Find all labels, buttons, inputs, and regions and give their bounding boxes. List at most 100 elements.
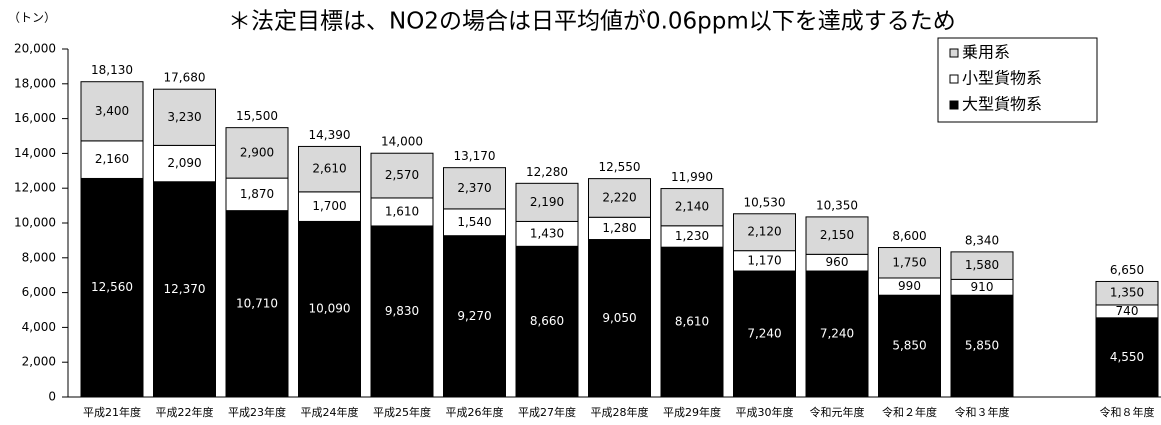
total-label: 10,350	[816, 198, 858, 212]
y-tick-label: 0	[48, 390, 56, 404]
value-label: 2,190	[530, 195, 564, 209]
legend-label: 小型貨物系	[962, 69, 1042, 88]
y-tick-label: 20,000	[14, 42, 56, 56]
value-label: 10,090	[309, 302, 351, 316]
bar-segment	[515, 182, 579, 222]
bar-segment	[443, 235, 506, 398]
bar-segment	[80, 81, 144, 142]
value-label: 8,610	[675, 315, 709, 329]
value-label: 990	[898, 279, 921, 293]
total-label: 18,130	[91, 63, 133, 77]
value-label: 5,850	[965, 339, 999, 353]
bar-segment	[950, 251, 1014, 280]
x-tick-label: 平成30年度	[736, 405, 794, 419]
value-label: 12,370	[164, 282, 206, 296]
value-label: 1,350	[1110, 286, 1144, 300]
total-label: 17,680	[164, 71, 206, 85]
value-label: 1,700	[312, 199, 346, 213]
value-label: 910	[971, 280, 994, 294]
value-label: 1,580	[965, 258, 999, 272]
value-label: 2,160	[95, 152, 129, 166]
value-label: 7,240	[820, 327, 854, 341]
bar-segment	[153, 144, 216, 183]
value-label: 8,660	[530, 314, 564, 328]
bar-segment	[515, 220, 579, 247]
bar-segment	[370, 197, 434, 227]
value-label: 2,610	[312, 162, 346, 176]
value-label: 1,870	[240, 187, 274, 201]
value-label: 1,430	[530, 226, 564, 240]
bar-segment	[153, 88, 216, 146]
bar-segment	[878, 294, 941, 398]
bar-segment	[443, 208, 506, 237]
x-tick-label: 平成24年度	[301, 405, 359, 419]
value-label: 2,120	[747, 225, 781, 239]
value-label: 1,170	[747, 253, 781, 267]
value-label: 1,750	[892, 255, 926, 269]
bar-segment	[950, 294, 1014, 398]
y-tick-label: 2,000	[22, 355, 56, 369]
bar-segment	[588, 239, 651, 398]
value-label: 2,220	[602, 190, 636, 204]
y-tick-label: 10,000	[14, 216, 56, 230]
total-label: 8,340	[965, 233, 999, 247]
y-tick-label: 16,000	[14, 111, 56, 125]
total-label: 11,990	[671, 170, 713, 184]
bar-segment	[80, 177, 144, 398]
value-label: 9,830	[385, 304, 419, 318]
value-label: 4,550	[1110, 350, 1144, 364]
value-label: 5,850	[892, 339, 926, 353]
total-label: 15,500	[236, 109, 278, 123]
y-tick-label: 8,000	[22, 250, 56, 264]
y-tick-label: 4,000	[22, 320, 56, 334]
value-label: 960	[826, 255, 849, 269]
value-label: 10,710	[236, 296, 278, 310]
value-label: 2,090	[167, 156, 201, 170]
y-tick-label: 14,000	[14, 146, 56, 160]
bar-segment	[298, 145, 361, 193]
bar-segment	[298, 220, 361, 398]
bar-segment	[225, 177, 289, 212]
value-label: 2,570	[385, 168, 419, 182]
x-tick-label: 令和２年度	[882, 405, 937, 419]
x-tick-label: 平成25年度	[373, 405, 431, 419]
value-label: 3,400	[95, 104, 129, 118]
total-label: 13,170	[454, 149, 496, 163]
value-label: 1,280	[602, 221, 636, 235]
bar-segment	[1095, 280, 1159, 306]
x-tick-label: 令和元年度	[810, 405, 865, 419]
value-label: 2,140	[675, 200, 709, 214]
total-label: 12,280	[526, 165, 568, 179]
value-label: 1,230	[675, 229, 709, 243]
x-tick-label: 平成29年度	[663, 405, 721, 419]
total-label: 12,550	[599, 160, 641, 174]
bar-segment	[805, 216, 869, 255]
x-tick-label: 令和８年度	[1100, 405, 1155, 419]
legend-swatch	[949, 74, 959, 84]
bar-segment	[733, 213, 796, 252]
bar-segment	[660, 188, 724, 227]
value-label: 9,050	[602, 311, 636, 325]
chart-title: ＊法定目標は、NO2の場合は日平均値が0.06ppm以下を達成するため	[228, 9, 956, 35]
legend-box	[937, 37, 1098, 123]
total-label: 10,530	[744, 195, 786, 209]
bar-segment	[370, 152, 434, 199]
bar-segment	[153, 181, 216, 398]
value-label: 2,900	[240, 145, 274, 159]
bar-segment	[370, 225, 434, 398]
bar-segment	[225, 210, 289, 398]
bar-segment	[805, 270, 869, 398]
x-tick-label: 平成27年度	[518, 405, 576, 419]
legend-swatch	[949, 100, 959, 110]
value-label: 1,540	[457, 215, 491, 229]
x-tick-label: 平成26年度	[446, 405, 504, 419]
value-label: 740	[1116, 304, 1139, 318]
total-label: 14,000	[381, 135, 423, 149]
value-label: 7,240	[747, 327, 781, 341]
bar-segment	[878, 247, 941, 279]
value-label: 3,230	[167, 110, 201, 124]
bar-segment	[733, 270, 796, 398]
total-label: 14,390	[309, 128, 351, 142]
x-tick-label: 令和３年度	[955, 405, 1010, 419]
legend-label: 大型貨物系	[962, 95, 1042, 114]
